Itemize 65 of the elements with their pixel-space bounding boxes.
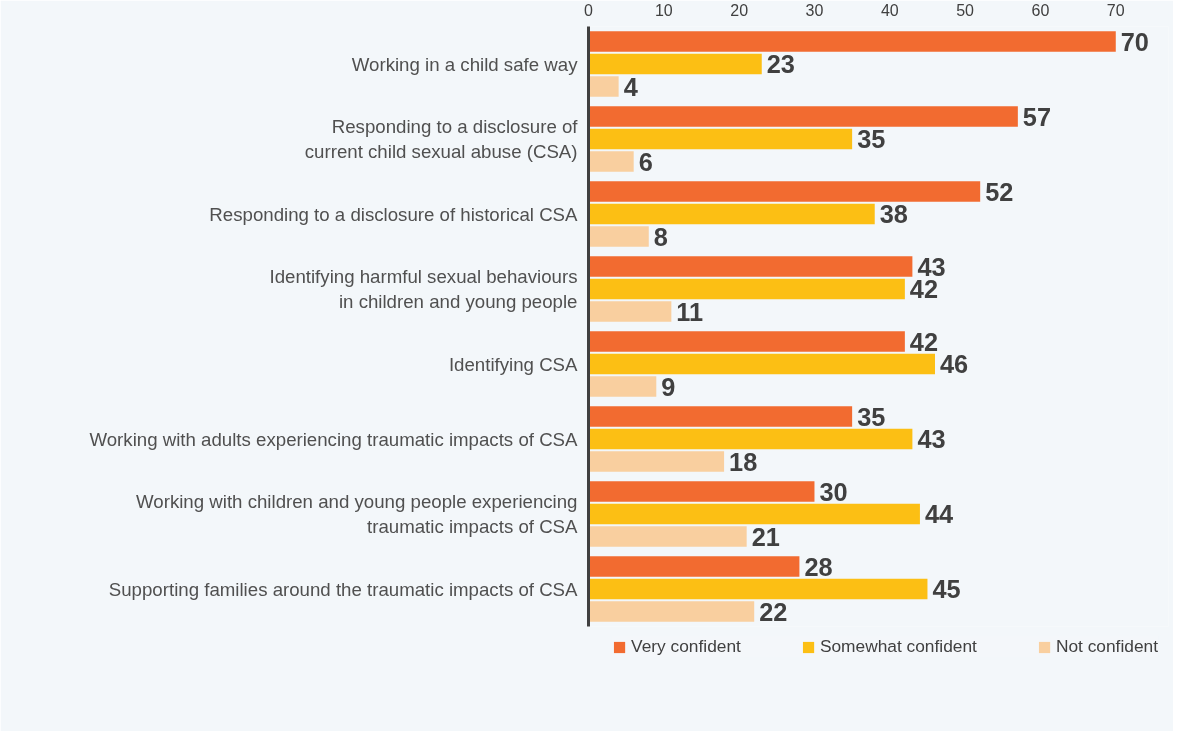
- bar: [588, 376, 657, 397]
- y-tick-label: Working with adults experiencing traumatic impacts of CSA: [89, 428, 579, 450]
- x-tick-label: 50: [956, 1, 975, 19]
- legend-label: Not confident: [1055, 636, 1158, 657]
- data-label: 18: [729, 447, 758, 476]
- data-label: 9: [661, 372, 676, 401]
- x-tick-label: 40: [880, 1, 899, 19]
- data-label: 8: [653, 222, 668, 251]
- data-label: 11: [676, 297, 704, 326]
- y-tick-label: Working in a child safe way: [351, 53, 579, 75]
- y-tick-label: Responding to a disclosure of current child sexual abuse (CSA): [304, 115, 579, 163]
- legend-label: Somewhat confident: [819, 636, 977, 657]
- bar: [588, 556, 800, 577]
- data-label: 70: [1120, 27, 1149, 56]
- bar: [588, 428, 913, 450]
- x-tick-label: 0: [584, 1, 594, 19]
- data-label: 42: [909, 327, 939, 356]
- data-label: 52: [985, 177, 1014, 206]
- data-label: 35: [857, 125, 886, 153]
- bar: [588, 181, 981, 202]
- bar: [588, 451, 725, 472]
- bar: [588, 256, 913, 277]
- legend-label: Very confident: [631, 636, 741, 657]
- x-tick-label: 10: [654, 1, 673, 19]
- data-label: 21: [751, 522, 780, 551]
- bar: [588, 31, 1116, 52]
- bar: [588, 53, 762, 75]
- bar: [588, 301, 672, 322]
- bar: [588, 128, 853, 150]
- bar: [588, 203, 875, 225]
- x-tick-label: 60: [1031, 1, 1050, 19]
- x-tick-label: 70: [1106, 1, 1125, 19]
- bar: [588, 578, 928, 600]
- x-tick-label: 20: [730, 1, 749, 19]
- bar: [588, 503, 920, 525]
- y-tick-label: Identifying CSA: [448, 353, 579, 375]
- data-label: 57: [1022, 102, 1052, 131]
- data-label: 30: [819, 477, 848, 506]
- bar: [588, 106, 1018, 127]
- bar: [588, 76, 619, 97]
- bar: [588, 406, 853, 427]
- data-label: 4: [623, 72, 638, 101]
- data-label: 6: [638, 147, 653, 176]
- x-tick-label: 30: [805, 1, 824, 19]
- data-label: 44: [924, 500, 954, 528]
- bar: [588, 526, 747, 547]
- y-tick-label: Working with children and young people experiencing traumatic impacts of CSA: [136, 490, 579, 538]
- y-tick-label: Identifying harmful sexual behaviours in children and young people: [269, 265, 578, 313]
- y-tick-label: Responding to a disclosure of historical CSA: [209, 203, 579, 225]
- data-label: 45: [932, 575, 961, 603]
- bar: [588, 151, 634, 172]
- data-label: 46: [939, 350, 969, 378]
- bar: [588, 601, 755, 622]
- data-label: 38: [879, 200, 908, 228]
- data-label: 28: [804, 552, 833, 581]
- bar: [588, 331, 905, 352]
- data-label: 43: [917, 425, 946, 453]
- data-label: 22: [759, 597, 788, 626]
- data-label: 23: [766, 50, 795, 78]
- bar: [588, 353, 935, 375]
- bar: [588, 278, 905, 300]
- bar: [588, 481, 815, 502]
- y-tick-label: Supporting families around the traumatic impacts of CSA: [108, 578, 579, 600]
- bar: [588, 226, 649, 247]
- data-label: 35: [857, 402, 886, 431]
